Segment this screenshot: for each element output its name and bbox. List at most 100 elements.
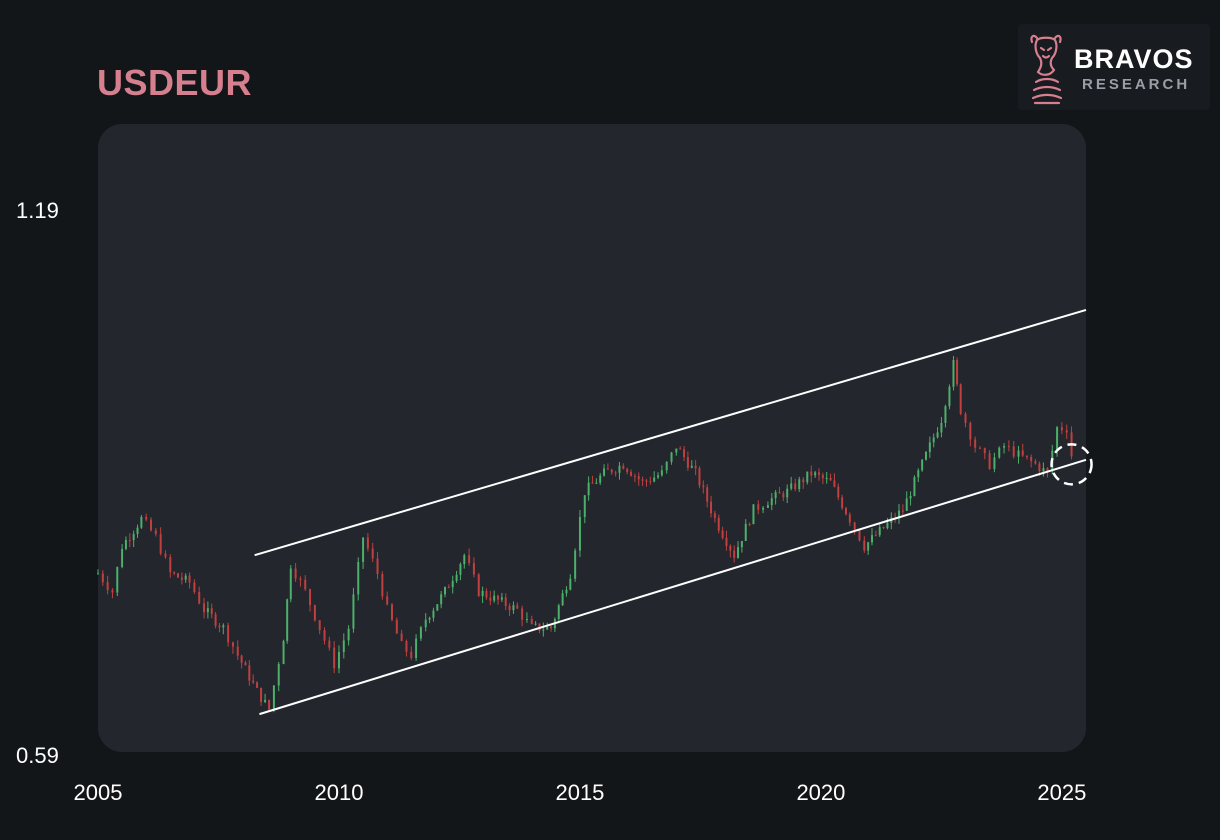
candle-body [252, 680, 255, 683]
candle-body [395, 619, 398, 634]
candle-body [164, 553, 167, 558]
candle-body [978, 447, 981, 449]
candle-body [983, 448, 986, 454]
candle-body [376, 558, 379, 574]
candle-body [1038, 463, 1041, 472]
candle-body [630, 471, 633, 476]
candle-body [214, 614, 217, 626]
candle-body [825, 477, 828, 479]
candle-body [794, 483, 797, 490]
candle-body [561, 593, 564, 606]
candle-body [806, 471, 809, 483]
candle-body [821, 474, 824, 479]
candle-body [988, 453, 991, 470]
x-tick-label: 2020 [796, 780, 845, 805]
candle-body [116, 567, 119, 593]
candle-body [1017, 450, 1020, 457]
candle-body [313, 605, 316, 621]
candles-group [97, 356, 1073, 713]
candle-body [188, 575, 191, 583]
candle-body [333, 647, 336, 669]
candle-body [497, 595, 500, 600]
candle-body [1003, 446, 1006, 448]
candle-body [706, 487, 709, 502]
candle-body [177, 573, 180, 578]
candle-body [921, 459, 924, 471]
candle-body [909, 495, 912, 499]
candle-body [323, 629, 326, 641]
candle-body [489, 597, 492, 601]
candle-body [432, 610, 435, 618]
candle-body [770, 498, 773, 506]
candle-body [455, 574, 458, 582]
candle-body [218, 625, 221, 628]
candle-body [574, 550, 577, 579]
candle-body [289, 568, 292, 600]
candle-body [740, 540, 743, 548]
x-tick-label: 2010 [314, 780, 363, 805]
candle-body [299, 578, 302, 580]
candle-body [633, 475, 636, 477]
candle-body [841, 497, 844, 509]
candle-body [415, 638, 418, 658]
candle-body [817, 472, 820, 475]
candle-body [837, 486, 840, 498]
candle-body [778, 492, 781, 494]
candle-body [599, 475, 602, 483]
candle-body [683, 449, 686, 458]
candle-body [184, 575, 187, 580]
candle-body [717, 517, 720, 531]
candle-body [282, 640, 285, 665]
candle-body [905, 498, 908, 511]
candle-body [752, 504, 755, 525]
candle-body [998, 447, 1001, 458]
candle-body [591, 482, 594, 484]
candle-body [737, 547, 740, 559]
candle-body [410, 651, 413, 658]
candle-body [993, 457, 996, 470]
candle-body [256, 682, 259, 688]
candle-body [798, 479, 801, 490]
candle-body [790, 483, 793, 489]
candle-body [366, 537, 369, 549]
candle-body [948, 386, 951, 407]
candle-body [782, 493, 785, 498]
candle-body [713, 513, 716, 518]
candle-body [614, 472, 617, 474]
candle-body [1030, 457, 1033, 462]
candle-body [729, 546, 732, 551]
candle-body [260, 687, 263, 703]
candle-body [1021, 450, 1024, 456]
candle-body [748, 523, 751, 525]
candle-body [952, 360, 955, 387]
candle-body [468, 555, 471, 564]
candle-body [833, 480, 836, 487]
candle-body [447, 587, 450, 589]
candle-body [936, 432, 939, 438]
candle-body [477, 574, 480, 597]
candle-body [304, 579, 307, 590]
candle-body [530, 619, 533, 624]
candle-body [863, 540, 866, 551]
candle-body [670, 452, 673, 462]
candle-body [1046, 468, 1049, 472]
candle-body [786, 488, 789, 498]
candle-body [657, 475, 660, 478]
candle-body [757, 504, 760, 510]
candle-body [874, 535, 877, 537]
brand-subtitle: RESEARCH [1082, 76, 1191, 93]
candle-body [342, 640, 345, 653]
candle-body [882, 527, 885, 529]
candle-body [500, 597, 503, 600]
x-tick-label: 2005 [74, 780, 123, 805]
candle-body [227, 625, 230, 643]
candle-body [424, 619, 427, 628]
candle-body [1012, 446, 1015, 457]
candle-body [400, 633, 403, 641]
annotations [1050, 443, 1093, 486]
candle-body [504, 597, 507, 607]
candle-body [106, 582, 109, 591]
candle-body [721, 530, 724, 538]
candle-body [546, 626, 549, 630]
y-axis: 1.19 0.59 [16, 198, 59, 768]
